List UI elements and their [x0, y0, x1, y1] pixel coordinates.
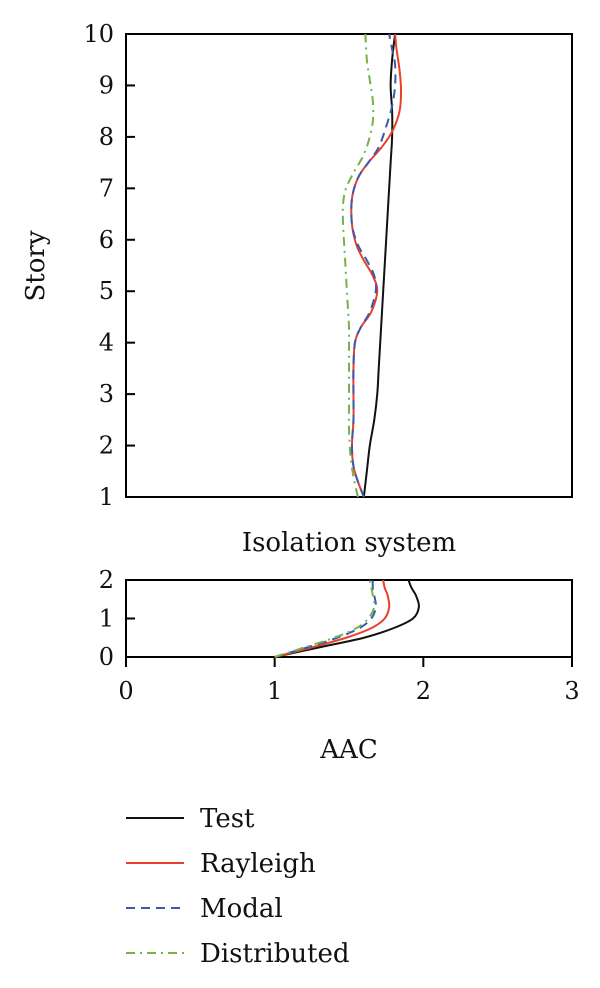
lower-x-tick-label-1: 1	[267, 677, 282, 705]
upper-y-axis-label: Story	[21, 230, 51, 301]
legend-label-distributed: Distributed	[200, 939, 350, 969]
legend: Test Rayleigh Modal Distributed	[126, 804, 350, 969]
upper-panel: 1 2 3 4 5 6 7 8 9 10 Story	[21, 20, 573, 511]
lower-y-tick-label-0: 0	[99, 643, 114, 671]
upper-series-rayleigh	[350, 33, 403, 498]
lower-series-modal	[274, 579, 377, 658]
upper-curves	[341, 33, 403, 498]
upper-y-tick-label-4: 4	[99, 329, 114, 357]
lower-plot-frame	[125, 579, 573, 658]
lower-series-rayleigh	[274, 579, 391, 658]
upper-y-tick-label-8: 8	[99, 123, 114, 151]
upper-y-tick-label-6: 6	[99, 226, 114, 254]
lower-y-tick-label-2: 2	[99, 566, 114, 594]
legend-label-rayleigh: Rayleigh	[200, 849, 316, 879]
upper-y-tick-label-2: 2	[99, 432, 114, 460]
lower-x-ticks: 0 1 2 3	[118, 657, 580, 705]
lower-x-tick-label-3: 3	[564, 677, 579, 705]
x-axis-label: AAC	[319, 735, 377, 765]
upper-series-modal	[350, 33, 397, 498]
lower-x-tick-label-2: 2	[416, 677, 431, 705]
upper-y-tick-label-5: 5	[99, 277, 114, 305]
upper-series-test	[362, 33, 397, 498]
lower-curves	[274, 579, 420, 658]
upper-plot-frame	[125, 33, 573, 498]
upper-y-tick-label-9: 9	[99, 71, 114, 99]
lower-series-test	[274, 579, 420, 658]
upper-y-tick-label-7: 7	[99, 174, 114, 202]
lower-series-distributed	[274, 579, 376, 658]
lower-y-tick-label-1: 1	[99, 605, 114, 633]
upper-series-distributed	[341, 33, 375, 498]
isolation-system-label: Isolation system	[242, 528, 456, 558]
upper-y-tick-label-1: 1	[99, 483, 114, 511]
legend-label-modal: Modal	[200, 894, 283, 924]
lower-x-tick-label-0: 0	[118, 677, 133, 705]
lower-panel: Isolation system 0 1 2 0 1 2 3 AAC	[99, 528, 580, 765]
legend-label-test: Test	[200, 804, 255, 834]
upper-y-ticks: 1 2 3 4 5 6 7 8 9 10	[83, 20, 135, 511]
lower-y-ticks: 0 1 2	[99, 566, 135, 671]
upper-y-tick-label-3: 3	[99, 380, 114, 408]
upper-y-tick-label-10: 10	[83, 20, 114, 48]
